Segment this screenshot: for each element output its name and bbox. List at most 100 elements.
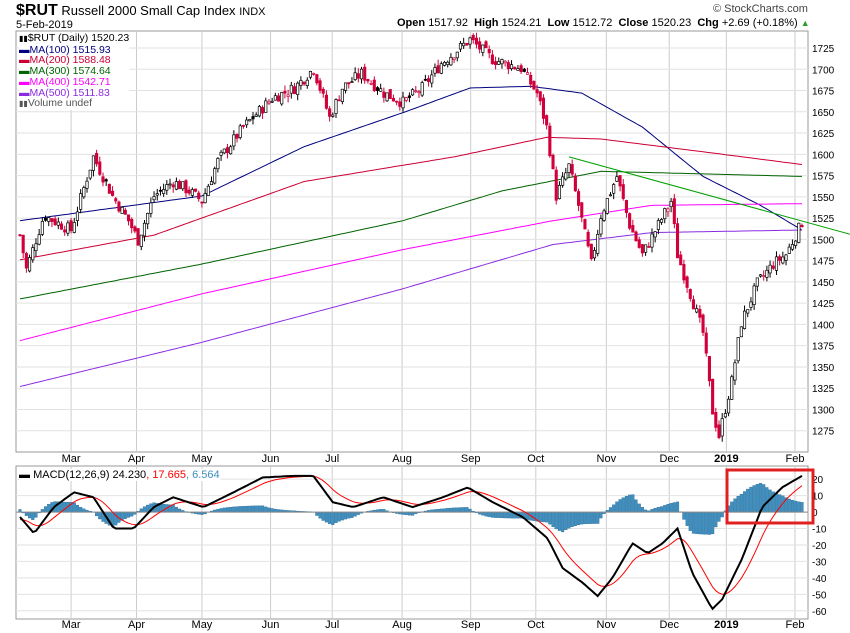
candle-body	[436, 65, 440, 74]
histogram-bar	[462, 507, 466, 513]
candle-body	[229, 146, 233, 155]
histogram-bar	[532, 511, 536, 521]
legend-label: MA(400) 1542.71	[29, 75, 111, 88]
candle-body	[299, 79, 303, 86]
histogram-bar	[628, 494, 632, 513]
candle-body	[733, 362, 737, 381]
candle-body	[439, 63, 443, 74]
histogram-bar	[315, 511, 319, 516]
macd-y-tick-label: -40	[812, 574, 827, 585]
histogram-bar	[685, 511, 689, 526]
y-tick-label: 1450	[812, 278, 835, 289]
legend-label: $RUT (Daily) 1520.23	[27, 32, 130, 44]
candle-body	[660, 219, 664, 223]
x-tick-label: Aug	[392, 453, 412, 465]
candle-body	[162, 189, 166, 194]
candle-body	[774, 256, 779, 271]
candle-body	[567, 163, 571, 173]
histogram-bar	[146, 504, 150, 513]
candle-body	[423, 78, 427, 81]
candle-body	[395, 100, 399, 103]
candle-body	[139, 234, 143, 247]
histogram-bar	[324, 511, 328, 523]
candle-body	[430, 74, 434, 84]
histogram-bar	[267, 507, 271, 513]
x-tick-label: Aug	[392, 619, 412, 631]
histogram-bar	[675, 501, 680, 513]
histogram-bar	[455, 507, 459, 513]
candle-body	[149, 202, 153, 214]
ma-line-ma200	[19, 136, 803, 261]
candle-body	[458, 43, 463, 50]
candle-body	[315, 74, 319, 84]
y-tick-label: 1375	[812, 342, 835, 353]
candle-body	[637, 239, 641, 248]
macd-y-tick-label: 20	[812, 475, 824, 486]
candle-body	[369, 82, 373, 85]
candle-body	[506, 62, 510, 70]
candle-body	[379, 88, 383, 92]
x-tick-label: 2019	[714, 619, 738, 631]
candle-body	[723, 413, 727, 418]
histogram-bar	[746, 488, 750, 513]
candle-body	[532, 80, 536, 90]
histogram-bar	[774, 493, 779, 513]
histogram-bar	[742, 491, 747, 513]
macd-value: MACD(12,26,9) 24.230	[33, 469, 147, 481]
histogram-bar	[739, 493, 743, 513]
x-tick-label: Feb	[785, 453, 804, 465]
legend-label: MA(300) 1574.64	[29, 65, 111, 78]
candle-body	[781, 256, 785, 264]
price-legend: ▮▮$RUT (Daily) 1520.23 ▬MA(100) 1515.93 …	[19, 32, 130, 110]
histogram-bar	[663, 505, 667, 513]
y-tick-label: 1625	[812, 129, 835, 140]
histogram-bar	[171, 504, 175, 513]
legend-label: MA(500) 1511.83	[29, 86, 110, 99]
histogram-bar	[621, 497, 625, 513]
open-label: Open	[397, 17, 426, 29]
candle-body	[40, 221, 44, 235]
candle-body	[117, 201, 121, 212]
x-tick-label: Jul	[325, 619, 339, 631]
histogram-bar	[554, 511, 558, 530]
candle-body	[666, 208, 670, 213]
candle-body	[704, 332, 708, 354]
candle-body	[765, 269, 769, 278]
candle-body	[529, 74, 533, 85]
candle-body	[235, 133, 239, 139]
legend-item-ma400: ▬MA(400) 1542.71	[19, 75, 111, 88]
histogram-bar	[43, 506, 48, 513]
candle-body	[771, 265, 775, 269]
candle-body	[679, 254, 683, 266]
candle-body	[328, 108, 332, 117]
candle-body	[535, 89, 539, 94]
candle-body	[545, 115, 549, 126]
y-tick-label: 1325	[812, 384, 835, 395]
histogram-bar	[765, 487, 769, 513]
candle-body	[321, 88, 325, 94]
volume-icon: ▮▮	[19, 99, 28, 109]
histogram-bar	[749, 486, 753, 513]
candle-body	[790, 244, 794, 250]
candle-body	[340, 88, 344, 102]
legend-item-ma300: ▬MA(300) 1574.64	[19, 65, 111, 78]
histogram-bar	[72, 502, 76, 513]
candle-body	[28, 257, 32, 272]
candle-body	[43, 217, 48, 221]
candle-body	[561, 176, 565, 186]
candle-body	[414, 90, 418, 93]
histogram-bar	[583, 511, 587, 525]
candle-body	[548, 125, 552, 157]
candle-body	[72, 222, 76, 233]
candle-body	[111, 190, 115, 196]
candle-body	[675, 223, 680, 259]
histogram-bar	[219, 508, 223, 513]
candle-body	[407, 95, 411, 98]
candle-body	[331, 114, 335, 117]
candle-body	[142, 222, 147, 237]
candle-body	[130, 218, 134, 229]
candle-body	[778, 256, 782, 261]
histogram-bar	[270, 508, 274, 513]
histogram-bar	[487, 511, 491, 518]
candle-body	[608, 194, 613, 197]
